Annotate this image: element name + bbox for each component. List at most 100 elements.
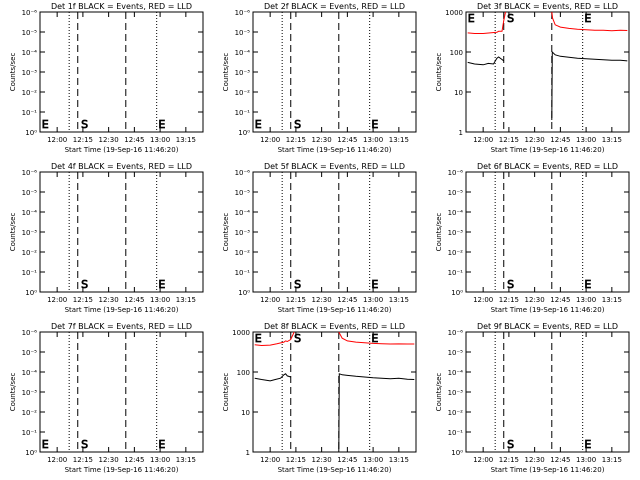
y-tick-label: 10⁻⁶ [235,9,251,17]
y-tick-label: 10⁻³ [22,229,38,237]
event-marker: S [294,118,301,131]
panel-title: Det 9f BLACK = Events, RED = LLD [477,322,618,331]
y-tick-label: 10⁻² [235,249,251,257]
x-tick-label: 12:45 [337,136,357,144]
panel-title: Det 4f BLACK = Events, RED = LLD [51,162,192,171]
x-tick-label: 13:15 [176,136,196,144]
y-tick-label: 10⁻² [448,409,464,417]
x-axis-label: Start Time (19-Sep-16 11:46:20) [65,146,179,154]
y-tick-label: 10⁻⁶ [22,9,38,17]
x-tick-label: 12:30 [99,136,119,144]
detector-panel-1: Det 1f BLACK = Events, RED = LLD Counts/s… [9,2,204,154]
plot-frame [39,11,204,133]
series-line-black [467,56,505,66]
event-marker: E [42,438,49,451]
x-tick-label: 13:15 [602,136,622,144]
plot-frame [465,171,630,293]
x-tick-label: 12:30 [99,296,119,304]
y-tick-label: 10⁻¹ [448,269,464,277]
x-tick-label: 12:30 [525,136,545,144]
y-tick-label: 10⁻² [448,249,464,257]
y-tick-label: 10⁻⁶ [22,329,38,337]
x-tick-label: 13:00 [150,296,170,304]
x-tick-label: 12:30 [312,136,332,144]
x-tick-label: 12:45 [124,456,144,464]
plot-frame [252,11,417,133]
y-tick-label: 10⁰ [25,449,37,457]
x-tick-label: 12:00 [473,296,493,304]
x-tick-label: 12:15 [499,456,519,464]
panel-title: Det 5f BLACK = Events, RED = LLD [264,162,405,171]
y-tick-label: 10⁻¹ [448,429,464,437]
x-tick-label: 13:00 [576,456,596,464]
x-tick-label: 12:15 [73,456,93,464]
y-tick-label: 10⁻⁵ [22,189,38,197]
y-axis-label: Counts/sec [435,213,443,252]
y-tick-label: 10⁻¹ [235,109,251,117]
plot-frame [252,331,417,453]
y-tick-label: 10⁻³ [22,69,38,77]
event-marker: S [81,118,88,131]
plot-frame [252,171,417,293]
y-tick-label: 100 [237,369,250,377]
event-marker: S [507,278,514,291]
y-axis-label: Counts/sec [9,373,17,412]
event-marker: S [81,278,88,291]
y-tick-label: 10⁻³ [448,389,464,397]
event-marker: E [584,438,591,451]
x-axis-label: Start Time (19-Sep-16 11:46:20) [278,466,392,474]
y-tick-label: 10⁰ [25,289,37,297]
x-tick-label: 12:15 [286,456,306,464]
x-axis-label: Start Time (19-Sep-16 11:46:20) [278,146,392,154]
x-tick-label: 13:15 [176,456,196,464]
event-marker: E [584,278,591,291]
y-tick-label: 10⁻⁴ [22,49,38,57]
x-tick-label: 12:45 [550,136,570,144]
x-tick-label: 12:15 [73,136,93,144]
x-axis-label: Start Time (19-Sep-16 11:46:20) [491,306,605,314]
y-tick-label: 100 [450,49,463,57]
y-tick-label: 10⁻⁴ [235,49,251,57]
detector-panel-6: Det 6f BLACK = Events, RED = LLD Counts/s… [435,162,630,314]
x-tick-label: 12:00 [473,136,493,144]
x-tick-label: 12:30 [525,296,545,304]
event-marker: E [255,332,262,345]
x-tick-label: 12:00 [260,136,280,144]
x-tick-label: 12:15 [499,136,519,144]
event-marker: S [294,278,301,291]
x-tick-label: 12:45 [550,296,570,304]
y-tick-label: 10⁻³ [235,229,251,237]
x-tick-label: 13:15 [389,456,409,464]
y-tick-label: 10⁻¹ [235,269,251,277]
plot-frame [39,171,204,293]
series-line-black [551,50,628,121]
y-tick-label: 10⁻³ [22,389,38,397]
x-tick-label: 13:00 [150,456,170,464]
event-marker: E [371,118,378,131]
x-tick-label: 13:15 [176,296,196,304]
panel-title: Det 3f BLACK = Events, RED = LLD [477,2,618,11]
y-tick-label: 10⁻⁴ [22,209,38,217]
series-line-red [467,11,506,34]
x-tick-label: 13:15 [389,296,409,304]
x-tick-label: 12:00 [260,456,280,464]
x-tick-label: 12:45 [337,296,357,304]
series-line-red [338,331,415,345]
y-axis-label: Counts/sec [435,373,443,412]
y-tick-label: 1 [459,129,463,137]
event-marker: S [294,332,301,345]
x-axis-label: Start Time (19-Sep-16 11:46:20) [491,466,605,474]
x-tick-label: 12:15 [499,296,519,304]
x-tick-label: 12:45 [124,136,144,144]
detector-panel-3: Det 3f BLACK = Events, RED = LLD Counts/s… [435,2,630,154]
x-axis-label: Start Time (19-Sep-16 11:46:20) [278,306,392,314]
x-tick-label: 12:45 [124,296,144,304]
x-axis-label: Start Time (19-Sep-16 11:46:20) [491,146,605,154]
x-tick-label: 12:00 [47,136,67,144]
y-tick-label: 10⁻⁴ [448,369,464,377]
series-line-black [254,373,291,382]
plot-frame [465,11,630,133]
y-tick-label: 10⁻¹ [22,109,38,117]
event-marker: E [158,118,165,131]
x-tick-label: 12:00 [47,296,67,304]
